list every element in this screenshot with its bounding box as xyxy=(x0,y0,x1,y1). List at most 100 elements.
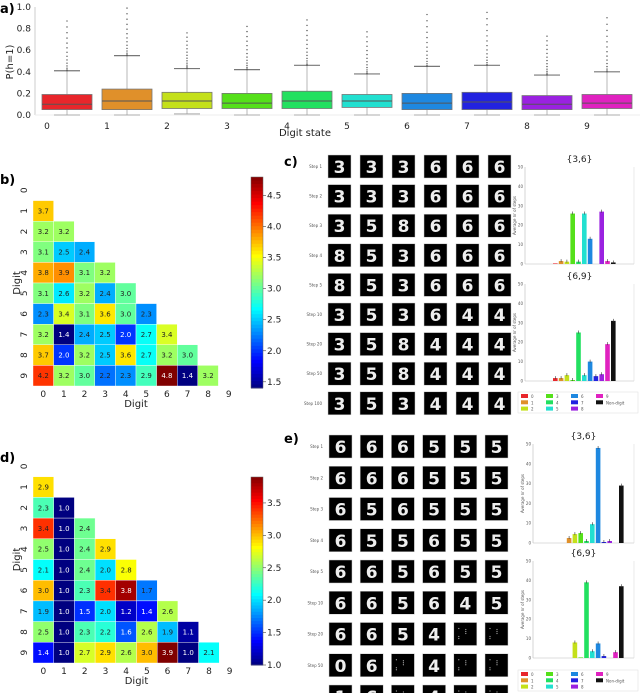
digit-sample-glyph: 6 xyxy=(494,276,506,296)
colorbar-segment xyxy=(251,508,263,512)
cell-value: 3.0 xyxy=(38,587,49,595)
colorbar-tick-label: 3.0 xyxy=(267,285,282,295)
noise-speck xyxy=(458,627,460,630)
legend-label: 3 xyxy=(556,672,559,677)
colorbar-segment xyxy=(251,338,263,343)
outlier-point xyxy=(486,59,488,61)
y-tick-label: 10 xyxy=(526,521,532,526)
cell-value: 2.6 xyxy=(58,290,70,298)
digit-sample-glyph: 8 xyxy=(398,365,410,385)
colorbar-segment xyxy=(251,373,263,378)
noise-speck xyxy=(465,632,467,635)
cell-value: 1.0 xyxy=(58,504,69,512)
outlier-point xyxy=(606,29,608,32)
legend-swatch xyxy=(571,678,578,683)
digit-sample-glyph: 5 xyxy=(459,501,471,521)
legend-swatch xyxy=(546,406,553,411)
y-tick-label: 10 xyxy=(518,359,524,364)
digit-sample-glyph: 3 xyxy=(334,395,346,415)
digit-sample-image xyxy=(391,434,415,459)
digit-sample-glyph: 4 xyxy=(462,395,474,415)
digit-sample-glyph: 6 xyxy=(428,563,440,583)
colorbar-segment xyxy=(251,254,263,259)
outlier-point xyxy=(66,47,68,49)
step-label: Step 1 xyxy=(310,444,323,449)
noise-speck xyxy=(465,664,467,666)
step-label: Step 1 xyxy=(309,164,322,169)
column-label: 1 xyxy=(61,390,67,400)
digit-sample-image xyxy=(487,302,512,327)
digit-sample-image xyxy=(423,154,448,179)
outlier-point xyxy=(546,73,548,76)
colorbar-segment xyxy=(251,229,263,234)
digit-sample-glyph: 5 xyxy=(428,501,440,521)
step-label: Step 5 xyxy=(309,282,322,287)
legend-swatch xyxy=(546,394,553,398)
cell-value: 3.0 xyxy=(79,372,90,380)
column-label: 3 xyxy=(103,667,109,677)
cell-value: 1.0 xyxy=(58,566,69,574)
colorbar-tick-label: 3.0 xyxy=(267,531,282,541)
colorbar-segment xyxy=(251,278,263,283)
y-axis-label: Average nr of steps xyxy=(512,313,517,352)
cell-value: 1.2 xyxy=(121,608,132,616)
colorbar-tick-label: 2.5 xyxy=(267,564,281,574)
y-tick-label: 10 xyxy=(526,636,532,641)
colorbar-tick-label: 4.5 xyxy=(267,192,281,202)
bar-Non-digit xyxy=(619,485,624,543)
cell-value: 3.2 xyxy=(38,331,49,339)
y-tick-label: 10 xyxy=(518,242,524,247)
cell-value: 1.0 xyxy=(58,608,69,616)
cell-value: 2.8 xyxy=(121,566,132,574)
digit-sample-image xyxy=(455,213,480,238)
legend-label: 0 xyxy=(531,394,534,399)
panel-label-b: b) xyxy=(0,173,15,188)
digit-sample-image xyxy=(391,273,416,297)
cell-value: 2.9 xyxy=(38,484,49,492)
colorbar-segment xyxy=(251,219,263,224)
heatmap-panel-d: 2.9 2.3 1.0 3.4 1.0 2.4 2.5 1.0 2.4 2.9 2.1 1.0 2.4 2… xyxy=(12,463,282,687)
y-tick-label: 50 xyxy=(526,442,532,447)
noise-speck xyxy=(465,691,467,693)
colorbar-segment xyxy=(251,561,263,566)
bar-3 xyxy=(578,657,583,658)
digit-sample-glyph: 3 xyxy=(366,188,378,208)
digit-sample-image xyxy=(328,684,353,693)
bar-3 xyxy=(578,533,583,543)
digit-sample-glyph: 3 xyxy=(334,365,346,385)
cell-value: 2.9 xyxy=(100,546,111,554)
bar-2 xyxy=(564,261,570,264)
y-tick-label: 0 xyxy=(520,262,523,267)
box-7 xyxy=(461,91,513,111)
digit-sample-image xyxy=(455,154,480,179)
row-label: 1 xyxy=(20,208,30,214)
digit-sample-glyph: 5 xyxy=(459,532,471,552)
colorbar-segment xyxy=(251,530,263,534)
outlier-point xyxy=(486,11,488,14)
colorbar-segment xyxy=(251,536,263,541)
colorbar-segment xyxy=(251,564,263,569)
digit-sample-glyph: 6 xyxy=(366,469,378,489)
colorbar-segment xyxy=(251,624,263,628)
digit-sample-image xyxy=(487,361,512,386)
digit-sample-glyph: 3 xyxy=(398,306,410,326)
noise-speck xyxy=(402,664,404,666)
legend-label: 9 xyxy=(606,672,609,677)
bar-2 xyxy=(564,375,570,381)
cell-value: 3.8 xyxy=(121,587,132,595)
box-3 xyxy=(221,93,273,109)
digit-sample-glyph: 6 xyxy=(366,438,378,458)
colorbar-segment xyxy=(251,226,263,231)
legend-label: 4 xyxy=(556,400,559,405)
noise-speck xyxy=(489,659,491,661)
bar-1 xyxy=(558,378,564,381)
colorbar-frame xyxy=(250,476,264,666)
digit-sample-glyph: 5 xyxy=(366,217,378,237)
cell-value: 2.1 xyxy=(203,649,214,657)
digit-sample-image xyxy=(455,273,480,297)
cell-value: 2.5 xyxy=(58,249,69,257)
outlier-point xyxy=(186,32,188,34)
y-axis-label: P(h=1) xyxy=(5,44,16,79)
digit-sample-image xyxy=(455,332,480,356)
